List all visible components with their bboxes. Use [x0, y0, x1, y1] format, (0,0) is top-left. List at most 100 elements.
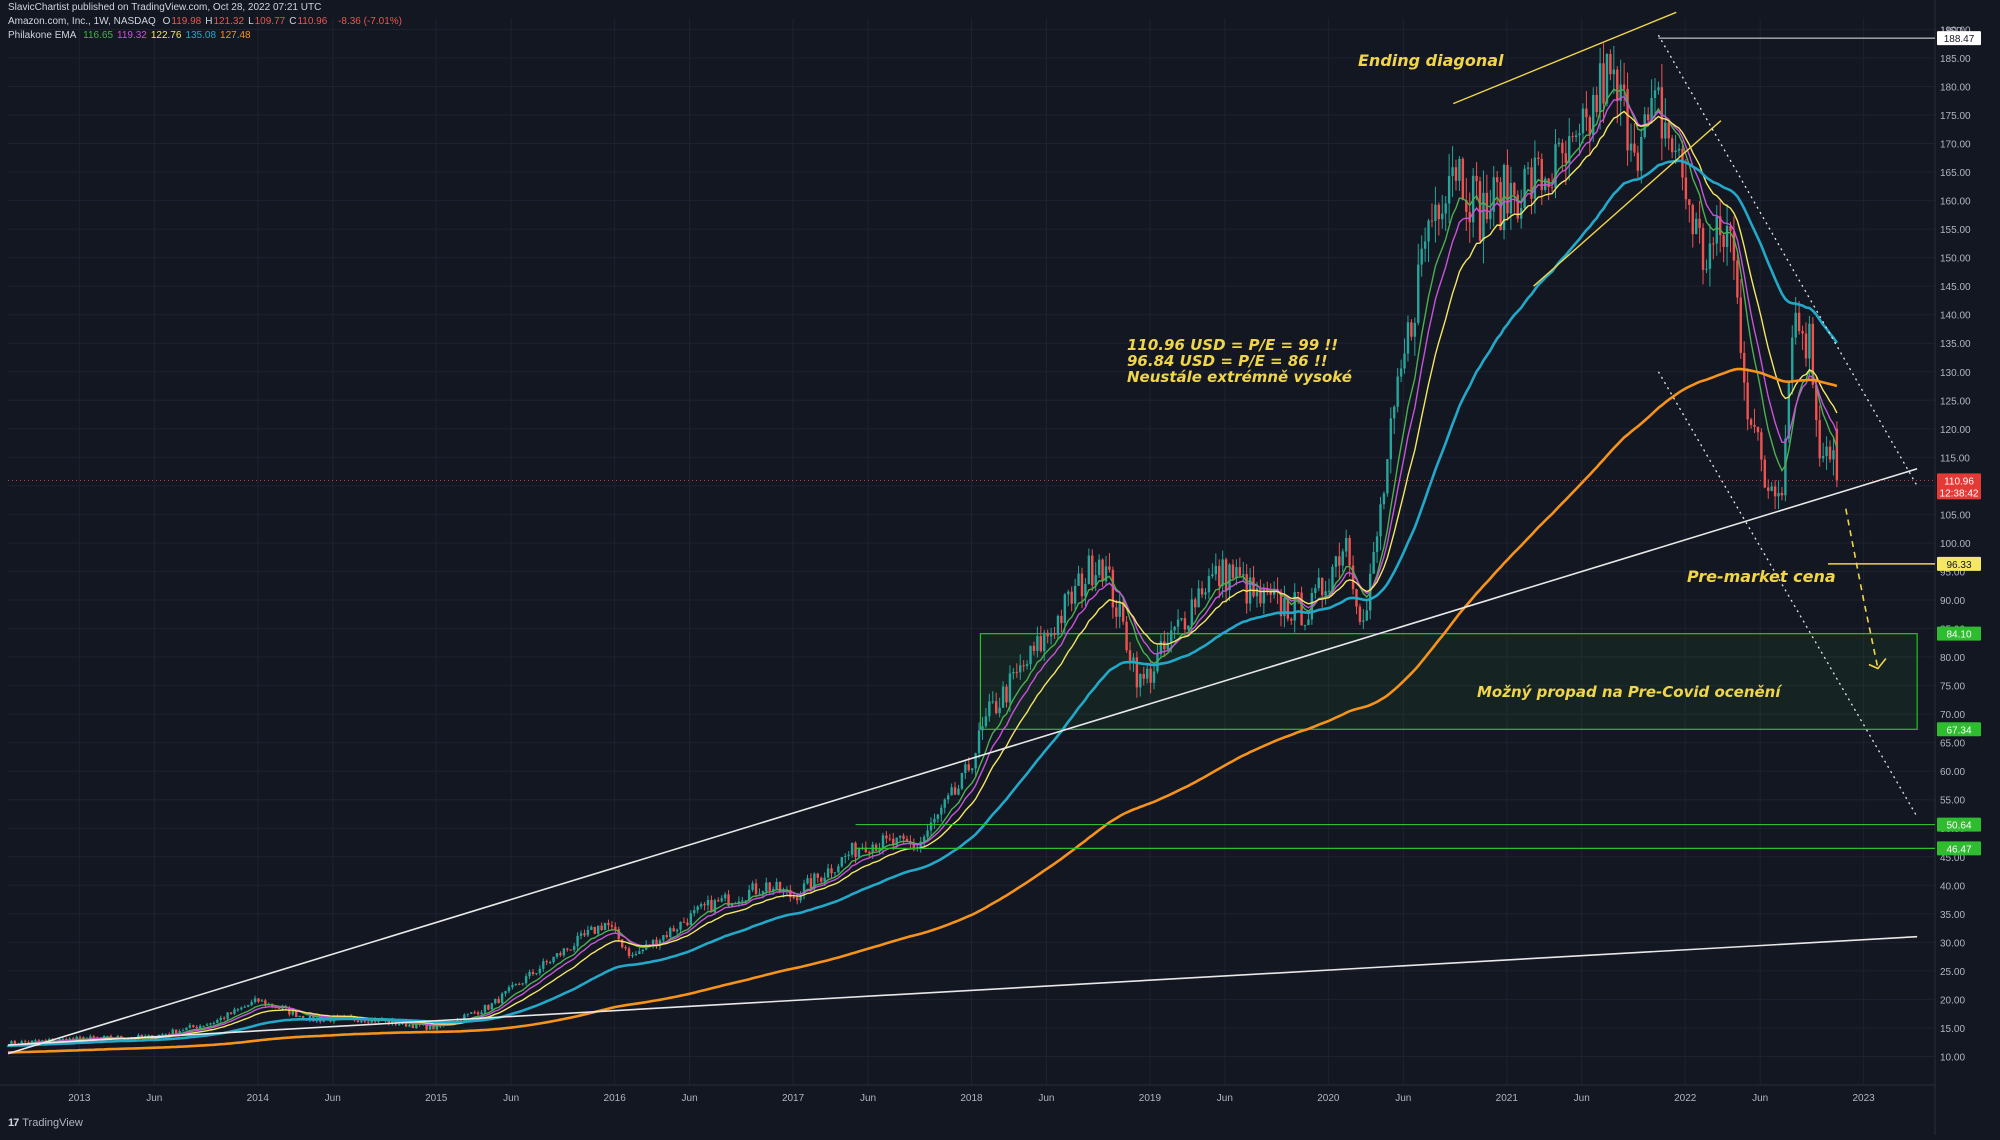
candle-body	[1753, 424, 1756, 427]
candle-body	[476, 1012, 480, 1015]
candle	[538, 965, 542, 976]
price-tick-label: 45.00	[1940, 853, 1965, 864]
candle-body	[1358, 606, 1362, 622]
candle-body	[240, 1007, 243, 1010]
candle	[466, 1013, 469, 1018]
candle	[970, 768, 974, 774]
price-tick-label: 20.00	[1940, 995, 1965, 1006]
candle	[559, 951, 562, 957]
candle	[480, 1010, 483, 1015]
candle	[497, 996, 500, 1004]
candle-body	[1743, 352, 1746, 383]
candle-body	[1492, 177, 1495, 212]
candle-body	[583, 933, 586, 936]
candle-body	[1262, 588, 1266, 604]
time-tick-label: 2020	[1317, 1093, 1340, 1104]
candle-body	[754, 883, 758, 894]
candle-body	[58, 1038, 61, 1041]
price-tick-label: 190.00	[1940, 25, 1971, 36]
candle-body	[675, 929, 679, 932]
candle-body	[1801, 330, 1804, 334]
candle-body	[1115, 607, 1118, 617]
candle-body	[27, 1042, 30, 1044]
tradingview-brand: TradingView	[22, 1117, 83, 1129]
candle-body	[1224, 559, 1228, 591]
candle-body	[1660, 87, 1664, 139]
candle	[518, 982, 521, 986]
candle-body	[1825, 446, 1828, 457]
candle-body	[1396, 376, 1399, 407]
candle-body	[528, 972, 531, 977]
candle-body	[1266, 588, 1269, 592]
candle	[1008, 665, 1012, 712]
price-tick-label: 70.00	[1940, 710, 1965, 721]
candle-body	[909, 841, 912, 844]
annotation-pe-3: Neustále extrémně vysoké	[1127, 368, 1352, 386]
candle-body	[404, 1021, 408, 1027]
candle	[1801, 325, 1804, 350]
candle	[1176, 609, 1180, 636]
ohlc-key: L	[248, 16, 254, 27]
value-zone	[979, 633, 1918, 730]
candle-body	[555, 953, 559, 957]
candle-body	[20, 1041, 23, 1045]
candle-body	[1633, 143, 1636, 153]
candle-body	[1053, 633, 1056, 636]
candle-body	[1111, 569, 1115, 608]
candle-body	[823, 877, 826, 882]
candle-body	[480, 1012, 483, 1015]
candle-body	[1008, 673, 1012, 703]
candle	[720, 895, 723, 903]
candle	[1180, 617, 1183, 622]
candle-body	[638, 951, 641, 955]
indicator-line[interactable]: Philakone EMA 116.65 119.32 122.76 135.08 12…	[8, 30, 259, 41]
candle	[1454, 159, 1458, 191]
candle-body	[1194, 599, 1197, 608]
price-badge: 96.33	[1937, 556, 1981, 571]
candle	[1832, 438, 1835, 476]
ema-line-13	[7, 95, 1838, 1047]
candle	[1495, 171, 1499, 205]
candle-body	[1413, 322, 1417, 337]
candle	[600, 922, 603, 931]
candle	[233, 1007, 236, 1015]
candle-body	[747, 889, 751, 901]
candle	[614, 922, 617, 933]
candle-body	[236, 1009, 240, 1011]
candle-body	[161, 1034, 164, 1036]
candle-body	[1646, 114, 1650, 121]
candle-body	[1537, 157, 1540, 160]
candle	[953, 781, 957, 796]
candle	[1694, 212, 1698, 235]
candle-body	[1372, 552, 1375, 574]
candle-body	[864, 847, 868, 852]
candle-body	[531, 972, 535, 975]
candle-body	[603, 922, 607, 931]
candle	[1722, 233, 1725, 263]
candle-body	[1557, 142, 1561, 145]
candle-body	[837, 866, 840, 873]
candle	[624, 945, 627, 951]
candle	[1142, 666, 1145, 686]
candle	[669, 926, 672, 939]
candle-body	[243, 1006, 246, 1008]
candle-body	[1341, 551, 1344, 566]
candle-body	[658, 940, 662, 947]
candle	[583, 929, 586, 938]
candle	[830, 864, 833, 879]
candle-body	[744, 900, 747, 902]
candle-body	[1139, 674, 1142, 688]
candle	[1320, 577, 1324, 608]
candle	[1430, 203, 1434, 228]
candle	[1365, 599, 1368, 621]
candle-body	[1564, 153, 1567, 163]
time-tick-label: Jun	[1038, 1093, 1054, 1104]
candle-body	[1159, 641, 1163, 655]
candle-body	[1125, 621, 1128, 651]
candle	[1581, 103, 1585, 144]
tradingview-footer[interactable]: 17 TradingView	[8, 1117, 83, 1129]
candle	[723, 892, 727, 902]
